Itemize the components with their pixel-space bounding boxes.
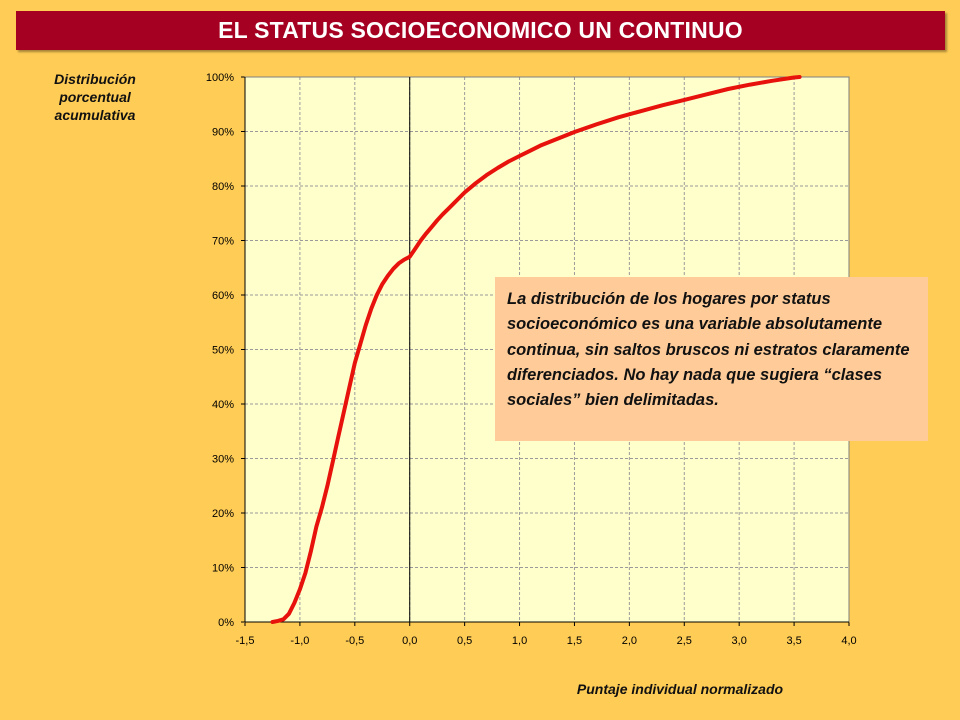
page-title: EL STATUS SOCIOECONOMICO UN CONTINUO	[218, 17, 743, 43]
y-tick-label: 90%	[212, 127, 234, 139]
x-tick-label: 2,5	[677, 635, 692, 647]
x-tick-label: 0,5	[457, 635, 472, 647]
x-tick-label: 2,0	[622, 635, 637, 647]
series-line	[270, 75, 802, 624]
x-axis-label: Puntaje individual normalizado	[576, 681, 784, 697]
x-tick-label: 0,0	[402, 635, 417, 647]
y-tick-label: 40%	[212, 399, 234, 411]
title-bar: EL STATUS SOCIOECONOMICO UN CONTINUO	[16, 11, 945, 50]
x-tick-label: 4,0	[841, 635, 856, 647]
y-tick-label: 100%	[206, 72, 234, 84]
annotation-box: La distribución de los hogares por statu…	[495, 277, 928, 441]
x-tick-label: 3,0	[732, 635, 747, 647]
y-axis-label: Distribución porcentual acumulativa	[54, 71, 136, 123]
x-tick-label: -0,5	[345, 635, 364, 647]
x-tick-label: 1,5	[567, 635, 582, 647]
y-tick-label: 70%	[212, 236, 234, 248]
x-tick-label: -1,0	[290, 635, 309, 647]
y-tick-label: 50%	[212, 345, 234, 357]
y-tick-label: 20%	[212, 508, 234, 520]
x-tick-label: 3,5	[786, 635, 801, 647]
y-tick-label: 0%	[218, 617, 234, 629]
y-tick-label: 60%	[212, 290, 234, 302]
y-tick-label: 80%	[212, 181, 234, 193]
x-tick-label: -1,5	[236, 635, 255, 647]
y-tick-label: 10%	[212, 563, 234, 575]
y-tick-label: 30%	[212, 454, 234, 466]
x-tick-label: 1,0	[512, 635, 527, 647]
